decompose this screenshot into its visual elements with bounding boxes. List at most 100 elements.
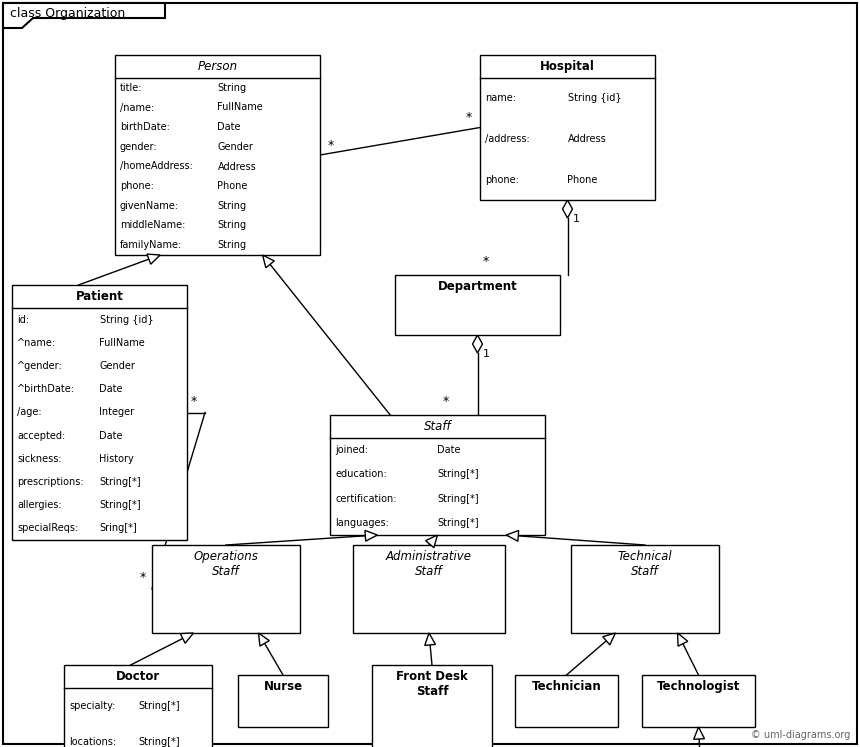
Text: Integer: Integer bbox=[100, 407, 135, 418]
Polygon shape bbox=[259, 633, 269, 646]
Text: *: * bbox=[140, 571, 146, 584]
Bar bbox=[372, 665, 492, 747]
Text: Date: Date bbox=[218, 123, 241, 132]
Text: prescriptions:: prescriptions: bbox=[17, 477, 83, 487]
Text: Date: Date bbox=[100, 384, 123, 394]
Text: certification:: certification: bbox=[335, 494, 396, 503]
Text: Doctor: Doctor bbox=[116, 670, 160, 683]
Bar bbox=[152, 545, 300, 633]
Text: /homeAddress:: /homeAddress: bbox=[120, 161, 193, 172]
Text: Phone: Phone bbox=[568, 175, 598, 185]
Text: String[*]: String[*] bbox=[100, 500, 141, 510]
Text: specialty:: specialty: bbox=[69, 701, 115, 711]
Text: Address: Address bbox=[568, 134, 606, 144]
Bar bbox=[395, 275, 560, 335]
Text: education:: education: bbox=[335, 469, 387, 480]
Text: String: String bbox=[218, 241, 247, 250]
Text: *: * bbox=[191, 394, 197, 408]
Text: FullName: FullName bbox=[100, 338, 145, 348]
Text: /address:: /address: bbox=[485, 134, 530, 144]
Text: String[*]: String[*] bbox=[438, 469, 479, 480]
Text: title:: title: bbox=[120, 83, 143, 93]
Polygon shape bbox=[562, 200, 573, 218]
Text: allergies:: allergies: bbox=[17, 500, 62, 510]
Bar bbox=[480, 55, 655, 200]
Text: Date: Date bbox=[438, 445, 461, 455]
Text: Staff: Staff bbox=[424, 420, 452, 433]
Text: Date: Date bbox=[100, 430, 123, 441]
Text: String: String bbox=[218, 201, 247, 211]
Text: name:: name: bbox=[485, 93, 516, 103]
Bar bbox=[515, 675, 618, 727]
Text: familyName:: familyName: bbox=[120, 241, 182, 250]
Text: String {id}: String {id} bbox=[568, 93, 621, 103]
Text: accepted:: accepted: bbox=[17, 430, 65, 441]
Text: Address: Address bbox=[218, 161, 256, 172]
Text: String[*]: String[*] bbox=[438, 518, 479, 528]
Polygon shape bbox=[426, 535, 438, 548]
Text: Gender: Gender bbox=[100, 361, 135, 371]
Text: gender:: gender: bbox=[120, 142, 157, 152]
Polygon shape bbox=[603, 633, 616, 645]
Polygon shape bbox=[472, 335, 482, 353]
Text: String: String bbox=[218, 220, 247, 231]
Text: Technician: Technician bbox=[531, 680, 601, 693]
Polygon shape bbox=[365, 530, 378, 541]
Text: sickness:: sickness: bbox=[17, 453, 62, 464]
Bar bbox=[238, 675, 328, 727]
Polygon shape bbox=[678, 633, 688, 646]
Text: givenName:: givenName: bbox=[120, 201, 179, 211]
Text: *: * bbox=[466, 111, 472, 125]
Text: Patient: Patient bbox=[76, 290, 124, 303]
Text: 1: 1 bbox=[573, 214, 580, 224]
Text: joined:: joined: bbox=[335, 445, 368, 455]
Text: Hospital: Hospital bbox=[540, 60, 595, 73]
Text: Department: Department bbox=[438, 280, 518, 293]
Text: phone:: phone: bbox=[485, 175, 519, 185]
Text: Person: Person bbox=[198, 60, 237, 73]
Polygon shape bbox=[3, 3, 165, 28]
Polygon shape bbox=[262, 255, 274, 267]
Text: phone:: phone: bbox=[120, 182, 154, 191]
Text: Technologist: Technologist bbox=[657, 680, 740, 693]
Text: String[*]: String[*] bbox=[138, 701, 180, 711]
Text: Operations
Staff: Operations Staff bbox=[194, 550, 259, 578]
Text: String[*]: String[*] bbox=[100, 477, 141, 487]
Text: id:: id: bbox=[17, 314, 29, 325]
Bar bbox=[330, 415, 545, 535]
Text: *: * bbox=[482, 255, 488, 268]
Bar bbox=[12, 285, 187, 540]
Text: © uml-diagrams.org: © uml-diagrams.org bbox=[751, 730, 850, 740]
Text: ^gender:: ^gender: bbox=[17, 361, 63, 371]
Bar bbox=[64, 665, 212, 747]
Text: String[*]: String[*] bbox=[438, 494, 479, 503]
Text: String[*]: String[*] bbox=[138, 737, 180, 747]
Text: *: * bbox=[443, 395, 449, 408]
Text: Technical
Staff: Technical Staff bbox=[617, 550, 673, 578]
Text: languages:: languages: bbox=[335, 518, 389, 528]
Text: specialReqs:: specialReqs: bbox=[17, 524, 78, 533]
Polygon shape bbox=[147, 254, 160, 264]
Text: Gender: Gender bbox=[218, 142, 254, 152]
Text: /name:: /name: bbox=[120, 102, 154, 113]
Text: *: * bbox=[328, 139, 335, 152]
Bar bbox=[571, 545, 719, 633]
Text: Administrative
Staff: Administrative Staff bbox=[386, 550, 472, 578]
Bar bbox=[353, 545, 505, 633]
Text: locations:: locations: bbox=[69, 737, 116, 747]
Polygon shape bbox=[507, 530, 519, 542]
Bar bbox=[642, 675, 755, 727]
Text: Phone: Phone bbox=[218, 182, 248, 191]
Text: String {id}: String {id} bbox=[100, 314, 153, 325]
Polygon shape bbox=[425, 633, 435, 645]
Text: Sring[*]: Sring[*] bbox=[100, 524, 138, 533]
Text: ^name:: ^name: bbox=[17, 338, 56, 348]
Bar bbox=[115, 55, 320, 255]
Text: middleName:: middleName: bbox=[120, 220, 186, 231]
Text: birthDate:: birthDate: bbox=[120, 123, 170, 132]
Text: /age:: /age: bbox=[17, 407, 41, 418]
Text: History: History bbox=[100, 453, 134, 464]
Text: Nurse: Nurse bbox=[263, 680, 303, 693]
Text: String: String bbox=[218, 83, 247, 93]
Text: class Organization: class Organization bbox=[10, 7, 126, 20]
